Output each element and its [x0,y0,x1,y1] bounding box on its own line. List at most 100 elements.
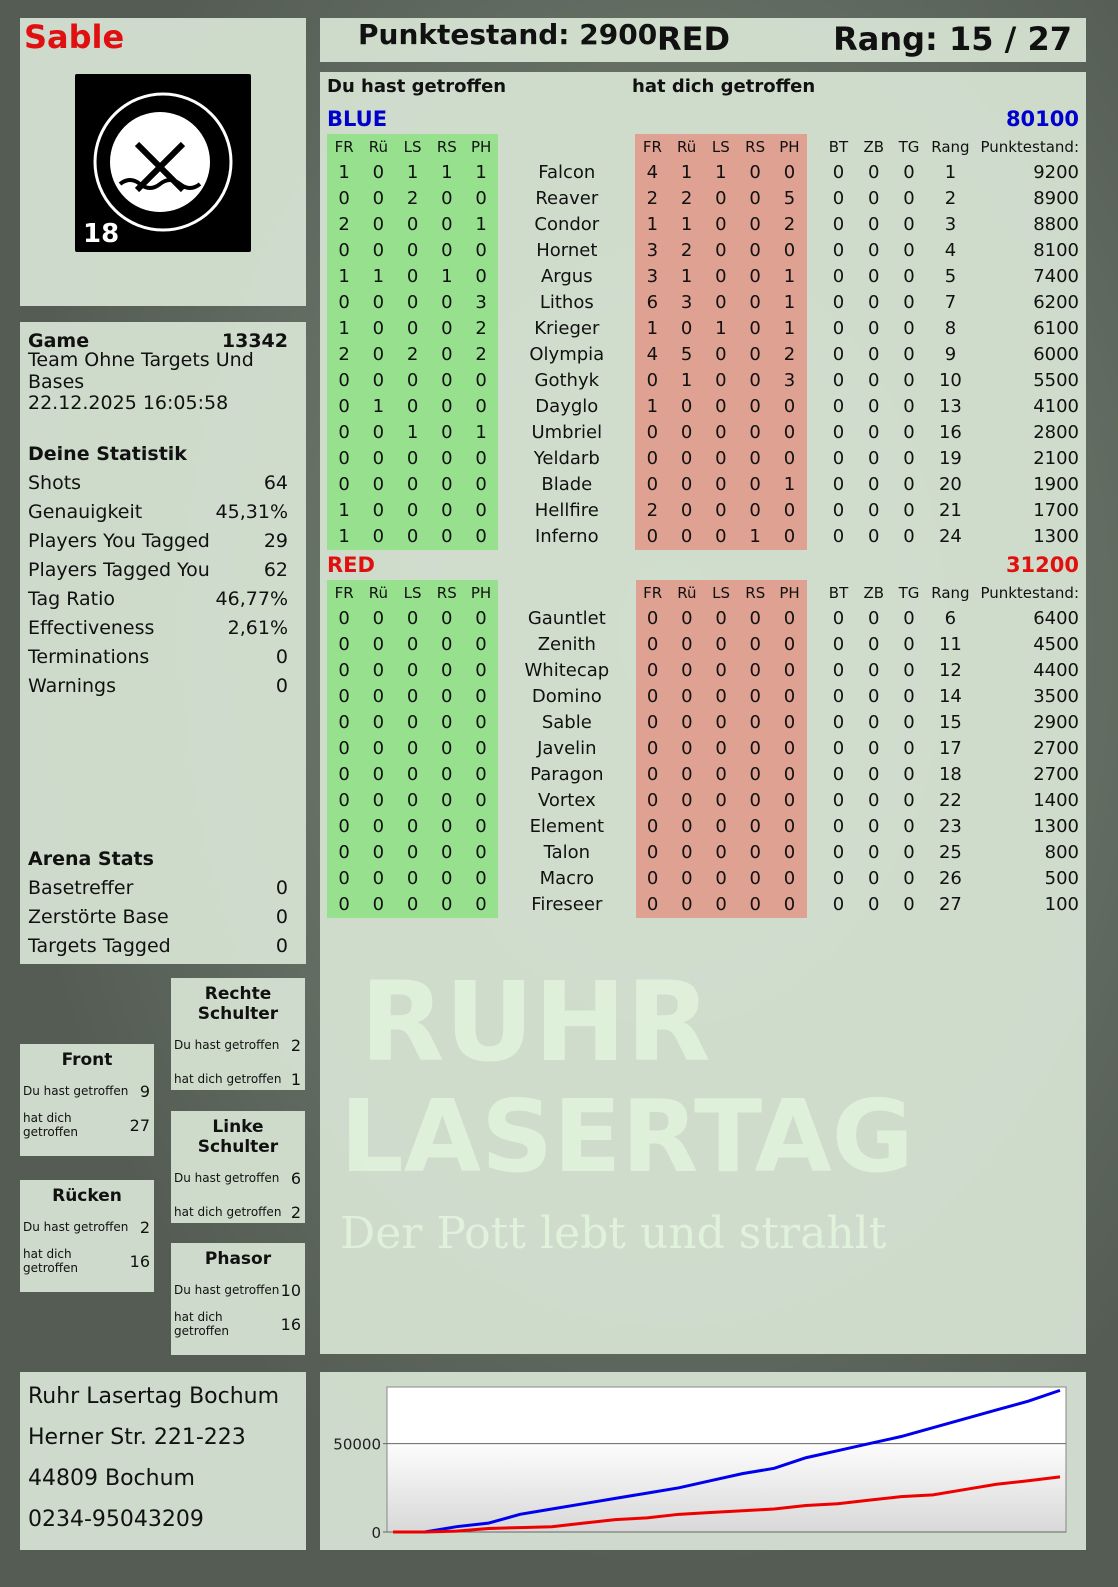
hit-count: 0 [327,892,362,918]
zb-value: 0 [868,842,880,863]
hit-count: 0 [429,498,464,524]
got-hit-count: 0 [669,316,704,342]
rank-value: 23 [938,816,962,837]
player-name: Domino [531,686,602,707]
got-hit-count: 0 [669,420,704,446]
rank-value: 9 [944,344,957,365]
zb-value: 0 [868,448,880,469]
hit-count: 0 [429,420,464,446]
column-header: BT [828,138,849,156]
hit-count: 0 [429,658,464,684]
got-hit-count: 0 [737,446,773,472]
tg-value: 0 [903,396,915,417]
ruhr-lasertag-logo: 18 [75,74,251,252]
team-score: 31200 [1005,553,1079,577]
tg-value: 0 [903,500,915,521]
player-row: 1 1 0 1 0 Argus 3 1 0 0 1 0 0 0 5 7400 [327,264,1079,290]
zb-value: 0 [868,370,880,391]
phone: 0234-95043209 [28,1507,204,1532]
zone-label: Du hast getroffen [23,1220,129,1234]
got-hit-count: 0 [772,606,807,632]
player-name: Umbriel [531,422,603,443]
column-header [498,134,635,160]
got-hit-count: 0 [669,658,704,684]
got-hit-count: 0 [635,866,670,892]
zb-value: 0 [868,712,880,733]
score-value: 2800 [1033,422,1079,443]
stat-row: Terminations 0 [20,642,306,671]
bt-value: 0 [832,686,845,707]
hit-count: 0 [429,840,464,866]
got-hit-count: 1 [703,316,738,342]
game-mode: Team Ohne Targets Und Bases [28,349,254,393]
score-value: 800 [1044,842,1079,863]
hit-count: 0 [395,238,430,264]
score-value: 100 [1044,894,1079,915]
got-hit-count: 0 [738,892,773,918]
got-hit-count: 0 [737,420,773,446]
player-name: Zenith [537,634,596,655]
hit-count: 0 [327,290,362,316]
column-header: LS [703,580,739,606]
got-hit-count: 0 [772,446,807,472]
got-hit-count: 0 [703,394,738,420]
score-value: 7400 [1033,266,1079,287]
player-row: 0 0 0 0 0 Domino 0 0 0 0 0 0 0 0 14 3500 [327,684,1079,710]
column-header: Rü [669,580,704,606]
hit-count: 0 [327,814,362,840]
got-hit-count: 0 [703,840,739,866]
hit-count: 0 [429,212,464,238]
player-row: 0 0 0 0 0 Sable 0 0 0 0 0 0 0 0 15 2900 [327,710,1079,736]
got-hit-count: 0 [669,394,704,420]
series-line-0 [393,1388,1061,1534]
zb-value: 0 [868,790,880,811]
player-row: 0 0 0 0 0 Gauntlet 0 0 0 0 0 0 0 0 6 6400 [327,606,1079,632]
got-hit-count: 0 [703,632,739,658]
got-hit-count: 0 [703,814,739,840]
got-hit-count: 0 [703,238,738,264]
player-row: 1 0 0 0 2 Krieger 1 0 1 0 1 0 0 0 8 6100 [327,316,1079,342]
player-row: 0 0 0 0 0 Paragon 0 0 0 0 0 0 0 0 18 2700 [327,762,1079,788]
hit-count: 0 [361,632,396,658]
got-hit-count: 0 [669,710,704,736]
got-hit-count: 0 [669,684,704,710]
got-hit-count: 5 [772,186,807,212]
hit-count: 0 [429,684,464,710]
hit-count: 0 [463,892,499,918]
bt-value: 0 [832,448,845,469]
score-value: 8800 [1033,214,1079,235]
rank-value: 5 [944,266,957,287]
got-hit-count: 0 [737,368,773,394]
score-value: 6400 [1033,608,1079,629]
stats-title: Deine Statistik [28,442,187,465]
got-hit-count: 0 [737,160,773,186]
got-hit-count: 0 [635,710,670,736]
player-row: 0 0 0 0 0 Whitecap 0 0 0 0 0 0 0 0 12 4400 [327,658,1079,684]
bt-value: 0 [832,660,845,681]
hit-count: 0 [395,446,430,472]
zb-value: 0 [868,608,880,629]
player-name: Reaver [535,188,599,209]
watermark-ruhr: RUHR [360,958,711,1086]
hit-count: 0 [327,658,362,684]
player-name: Falcon [538,162,596,183]
got-hit-count: 0 [738,736,773,762]
hit-count: 1 [429,264,464,290]
player-row: 0 0 0 0 0 Gothyk 0 1 0 0 3 0 0 0 10 5500 [327,368,1079,394]
got-hit-count: 0 [703,866,739,892]
team-name: BLUE [327,107,388,131]
got-hit-count: 0 [703,186,738,212]
stat-row: Players Tagged You 62 [20,555,306,584]
hit-count: 0 [361,684,396,710]
hit-count: 0 [395,814,430,840]
got-hit-count: 0 [772,762,807,788]
zone-phasor: Phasor Du hast getroffen 10 hat dich getrof… [171,1243,305,1355]
rank-value: 26 [938,868,962,889]
got-hit-count: 1 [669,368,704,394]
hit-count: 1 [464,212,499,238]
got-hit-count: 0 [772,684,807,710]
hit-count: 1 [327,264,362,290]
hit-count: 0 [361,186,396,212]
got-hit-count: 0 [669,788,704,814]
got-hit-count: 0 [703,658,739,684]
